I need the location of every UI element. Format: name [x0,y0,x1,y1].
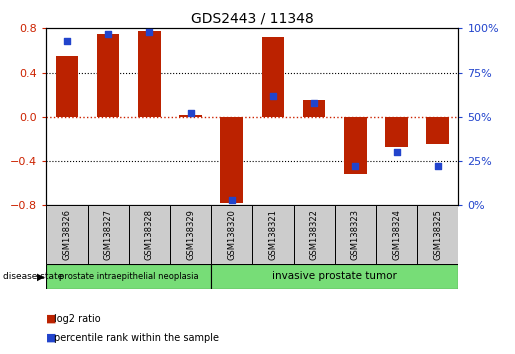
Point [310,100,318,105]
Point [392,149,401,155]
Bar [262,37,284,117]
Text: invasive prostate tumor: invasive prostate tumor [272,272,397,281]
Bar [138,30,161,117]
Text: GSM138329: GSM138329 [186,209,195,260]
Point [351,164,359,169]
Point [434,164,442,169]
Bar [376,205,417,264]
Bar [46,205,88,264]
Bar [211,205,252,264]
Text: ▶: ▶ [37,272,45,281]
Text: GSM138325: GSM138325 [433,209,442,260]
Bar [97,34,119,117]
Point [104,31,112,36]
Text: ■: ■ [46,314,57,324]
Title: GDS2443 / 11348: GDS2443 / 11348 [191,12,314,26]
Text: ■: ■ [46,333,57,343]
Bar [252,205,294,264]
Text: log2 ratio: log2 ratio [54,314,101,324]
Point [228,197,236,203]
Bar [129,205,170,264]
Point [269,93,277,98]
Text: percentile rank within the sample: percentile rank within the sample [54,333,219,343]
Text: GSM138324: GSM138324 [392,209,401,260]
Text: GSM138328: GSM138328 [145,209,154,260]
Text: GSM138327: GSM138327 [104,209,113,260]
Bar [344,117,367,175]
Text: prostate intraepithelial neoplasia: prostate intraepithelial neoplasia [59,272,199,281]
Point [186,110,195,116]
Text: GSM138323: GSM138323 [351,209,360,260]
Text: disease state: disease state [3,272,63,281]
Bar [294,205,335,264]
Point [145,29,153,35]
Bar [385,117,408,147]
Bar [335,205,376,264]
Bar [88,205,129,264]
Bar [46,264,211,289]
Bar [426,117,449,144]
Text: GSM138322: GSM138322 [310,209,319,260]
Bar [220,117,243,203]
Bar [179,115,202,117]
Text: GSM138321: GSM138321 [268,209,278,260]
Bar [417,205,458,264]
Bar [170,205,211,264]
Bar [303,100,325,117]
Bar [56,56,78,117]
Text: GSM138320: GSM138320 [227,209,236,260]
Bar [211,264,458,289]
Text: GSM138326: GSM138326 [62,209,72,260]
Point [63,38,71,44]
